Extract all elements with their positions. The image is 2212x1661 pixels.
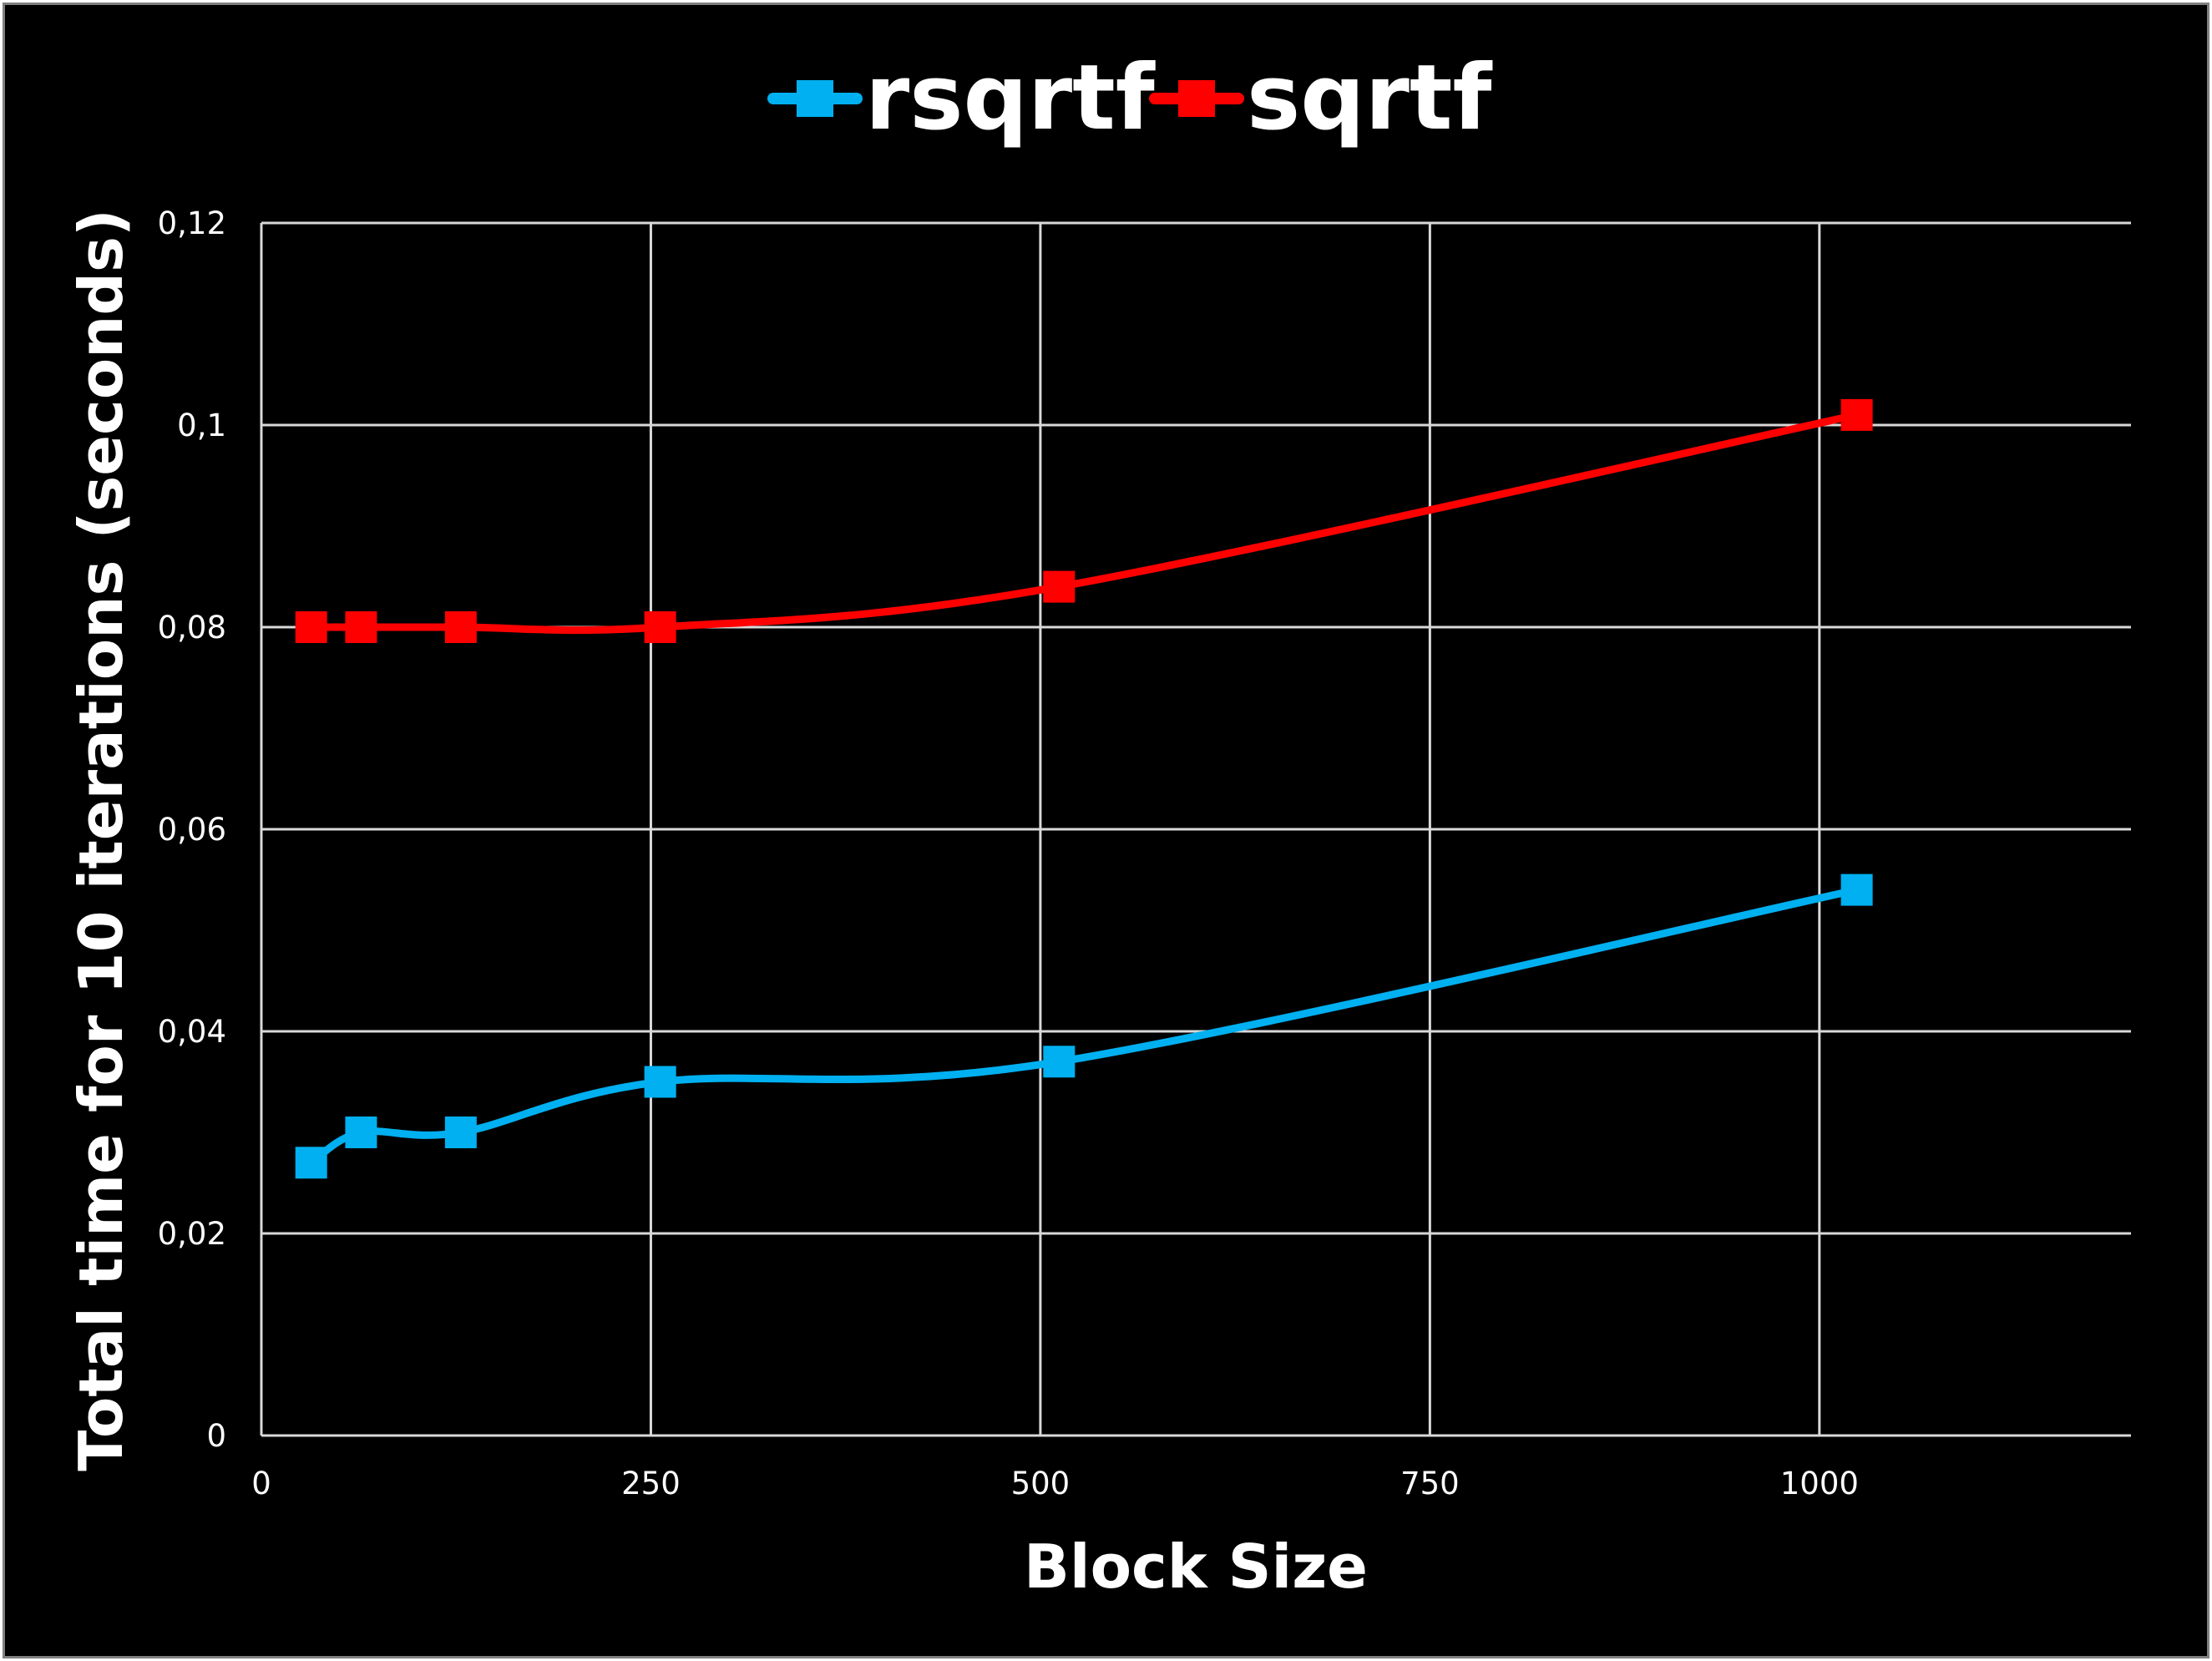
legend-label-sqrtf: sqrtf — [1247, 46, 1492, 150]
y-axis-ticks: 0 0,02 0,04 0,06 0,08 0,1 0,12 — [158, 205, 226, 1454]
data-point-sqrtf — [444, 611, 477, 643]
x-tick-label: 1000 — [1780, 1466, 1859, 1501]
data-point-rsqrtf — [345, 1117, 377, 1148]
y-tick-label: 0,1 — [177, 408, 226, 443]
y-tick-label: 0,02 — [158, 1216, 226, 1252]
series-markers — [295, 398, 1873, 1179]
series-lines — [307, 411, 1861, 1167]
data-point-rsqrtf — [1043, 1046, 1076, 1078]
chart-frame: 0 250 500 750 1000 0 0,02 0,04 0,06 0,08 0,1 0,12 … — [3, 3, 2209, 1658]
line-chart: 0 250 500 750 1000 00,020,040,060,080,10,12 … — [66, 46, 2131, 1602]
series-line-sqrtf — [307, 411, 1861, 635]
data-point-sqrtf — [1043, 570, 1076, 603]
y-tick-label: 0,04 — [158, 1014, 226, 1050]
x-tick-label: 250 — [621, 1466, 681, 1501]
y-tick-label: 0,08 — [158, 610, 226, 646]
data-point-sqrtf — [295, 611, 327, 643]
data-point-sqrtf — [644, 611, 676, 643]
x-tick-label: 750 — [1400, 1466, 1460, 1501]
x-axis-ticks: 0 250 500 750 1000 — [251, 1466, 1859, 1501]
data-point-sqrtf — [1840, 398, 1873, 431]
y-axis-title: Total time for 10 iterations (seconds) — [66, 209, 136, 1471]
data-point-rsqrtf — [295, 1147, 327, 1179]
legend-label-rsqrtf: rsqrtf — [865, 46, 1156, 150]
legend-marker-rsqrtf — [797, 80, 833, 117]
legend-marker-sqrtf — [1178, 80, 1215, 117]
y-tick-label: 0,06 — [158, 812, 226, 848]
series-line-rsqrtf — [307, 886, 1861, 1167]
data-point-rsqrtf — [444, 1117, 477, 1148]
y-tick-label: 0,12 — [158, 205, 226, 241]
y-tick-label: 0 — [206, 1418, 226, 1454]
data-point-rsqrtf — [644, 1066, 676, 1098]
legend: rsqrtf sqrtf — [767, 46, 1492, 150]
x-tick-label: 500 — [1011, 1466, 1071, 1501]
x-axis-title: Block Size — [1024, 1532, 1368, 1602]
data-point-sqrtf — [345, 611, 377, 643]
x-tick-label: 0 — [251, 1466, 271, 1501]
data-point-rsqrtf — [1840, 874, 1873, 906]
